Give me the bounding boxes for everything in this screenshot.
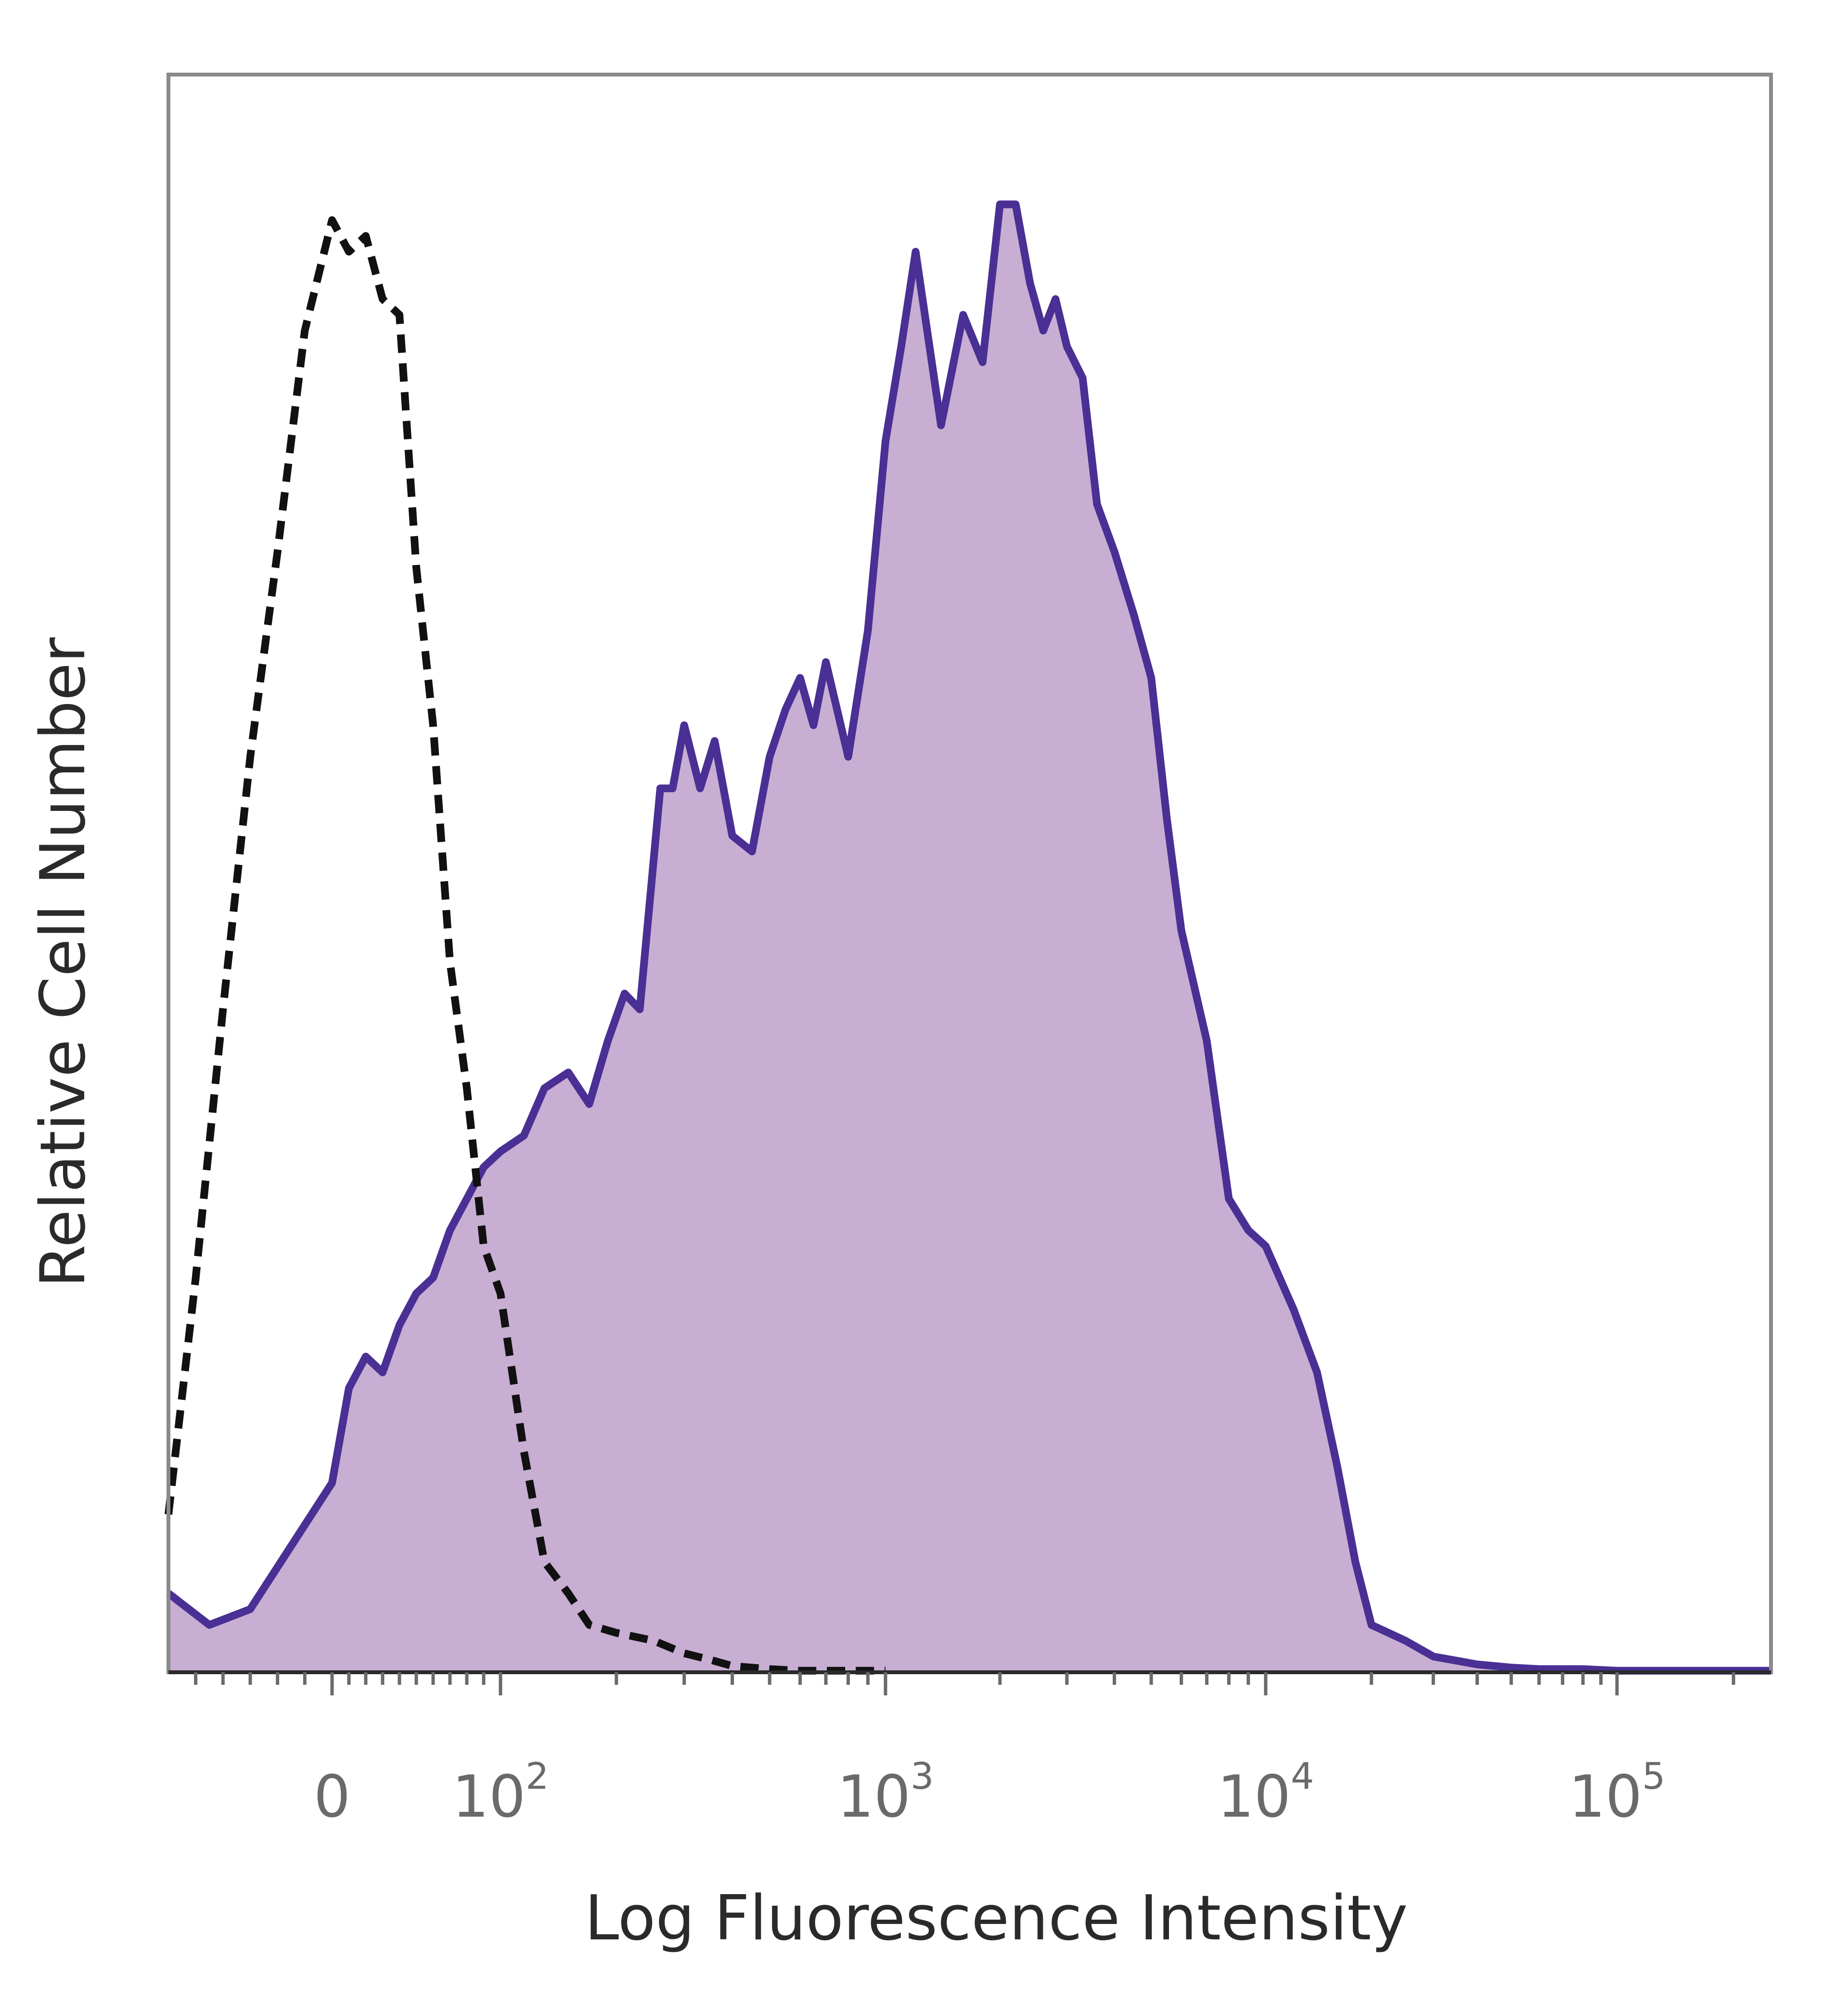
x-tick-label: 0 [314, 1764, 350, 1831]
x-tick-label: 103 [837, 1755, 934, 1831]
x-tick-label: 104 [1217, 1755, 1314, 1831]
series-1-outline [166, 200, 1771, 1675]
x-tick-label: 105 [1568, 1755, 1665, 1831]
x-axis-ticks [194, 1672, 1735, 1695]
x-axis-label: Log Fluorescence Intensity [585, 1883, 1408, 1954]
x-axis-tick-labels: 0 102 103 104 105 [314, 1755, 1666, 1831]
series-2-dashed-outline [165, 216, 886, 1675]
plot-area [165, 200, 1771, 1675]
series-1-filled-area [168, 204, 1771, 1672]
y-axis-label: Relative Cell Number [27, 637, 99, 1287]
x-tick-label: 102 [452, 1755, 549, 1831]
